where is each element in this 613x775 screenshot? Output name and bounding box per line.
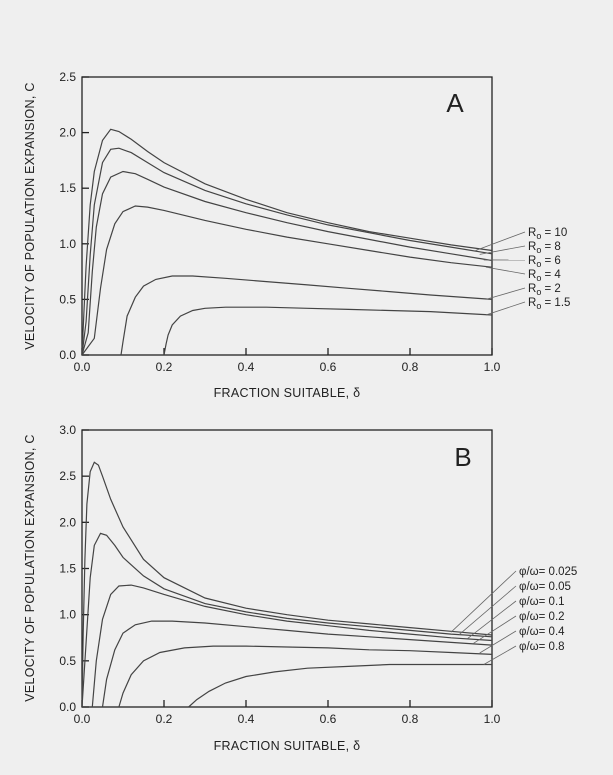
panel-a-x-ticks: 0.0 0.2 0.4 0.6 0.8 1.0 [74, 348, 501, 374]
panel-b-legend-leader-2 [458, 585, 517, 635]
panel-b-series-1-line [81, 461, 493, 708]
panel-a-y-tick-label: 2.5 [59, 70, 76, 84]
panel-b-y-tick-label: 2.0 [59, 515, 76, 529]
panel-a-label: A [446, 88, 464, 118]
panel-b-legend-label-1: φ/ω= 0.025 [519, 566, 577, 578]
panel-a-series-3-line [81, 170, 493, 356]
panel-a-y-tick-label: 0.0 [59, 348, 76, 362]
panel-a-y-tick-label: 2.0 [59, 126, 76, 140]
panel-b-series-3-line [91, 584, 493, 708]
panel-b-y-tick-label: 2.5 [59, 469, 76, 483]
panel-a-legend-leader-1 [475, 231, 526, 251]
panel-a-y-tick-label: 1.0 [59, 237, 76, 251]
panel-a-x-tick-label: 0.4 [238, 360, 255, 374]
panel-a-x-tick-label: 0.6 [320, 360, 337, 374]
panel-a-series-6-line [163, 306, 493, 356]
panel-a-legend-leader-4 [485, 266, 526, 275]
panel-b-y-tick-label: 1.5 [59, 562, 76, 576]
panel-a-y-tick-label: 0.5 [59, 292, 76, 306]
panel-b-y-ticks: 0.0 0.5 1.0 1.5 2.0 2.5 3.0 [59, 423, 89, 714]
panel-a-legend-leader-6 [485, 301, 526, 316]
panel-a-y-tick-label: 1.5 [59, 181, 76, 195]
panel-a: 0.0 0.5 1.0 1.5 2.0 2.5 0.0 0.2 0.4 0.6 0.8 1.0 Ro… [23, 70, 570, 400]
panel-b: 0.0 0.5 1.0 1.5 2.0 2.5 3.0 0.0 0.2 0.4 0.6 0.8 1.0… [23, 423, 577, 753]
panel-b-x-tick-label: 0.0 [74, 712, 91, 726]
panel-a-curves [81, 128, 493, 356]
panel-a-legend-label-5: Ro = 2 [528, 283, 561, 297]
panel-a-legend-leader-2 [479, 245, 526, 255]
panel-b-curves [81, 461, 493, 708]
panel-b-x-tick-label: 0.4 [238, 712, 255, 726]
panel-b-legend-leader-6 [483, 645, 517, 665]
panel-a-x-axis-label: FRACTION SUITABLE, δ [214, 386, 361, 400]
panel-b-y-tick-label: 1.0 [59, 608, 76, 622]
panel-b-y-axis-label: VELOCITY OF POPULATION EXPANSION, C [23, 434, 37, 702]
panel-b-legend-label-4: φ/ω= 0.2 [519, 611, 565, 623]
panel-b-label: B [454, 442, 471, 472]
panel-b-series-4-line [101, 620, 493, 708]
panel-b-legend: φ/ω= 0.025 φ/ω= 0.05 φ/ω= 0.1 φ/ω= 0.2 φ/ω= … [450, 566, 577, 665]
panel-a-series-5-line [120, 275, 493, 356]
panel-b-legend-leader-3 [467, 600, 517, 639]
panel-a-x-tick-label: 0.8 [402, 360, 419, 374]
panel-b-y-tick-label: 0.0 [59, 700, 76, 714]
panel-b-legend-label-5: φ/ω= 0.4 [519, 626, 565, 638]
panel-a-frame [81, 76, 493, 356]
panel-a-legend-label-4: Ro = 4 [528, 269, 561, 283]
panel-b-series-5-line [118, 645, 493, 708]
panel-a-x-tick-label: 0.2 [156, 360, 173, 374]
panel-b-legend-label-6: φ/ω= 0.8 [519, 641, 565, 653]
panel-a-legend-label-1: Ro = 10 [528, 227, 567, 241]
panel-b-y-tick-label: 0.5 [59, 654, 76, 668]
panel-b-series-2-line [81, 532, 493, 708]
panel-a-x-tick-label: 0.0 [74, 360, 91, 374]
panel-b-x-tick-label: 0.6 [320, 712, 337, 726]
panel-b-x-tick-label: 0.2 [156, 712, 173, 726]
panel-a-series-4-line [81, 205, 493, 356]
panel-a-legend-label-2: Ro = 8 [528, 241, 561, 255]
panel-b-legend-leader-4 [473, 615, 517, 644]
panel-a-legend-leader-5 [485, 287, 526, 300]
panel-b-x-tick-label: 0.8 [402, 712, 419, 726]
panel-b-legend-label-3: φ/ω= 0.1 [519, 596, 565, 608]
panel-a-y-axis-label: VELOCITY OF POPULATION EXPANSION, C [23, 82, 37, 350]
panel-b-y-tick-label: 3.0 [59, 423, 76, 437]
panel-a-series-2-line [81, 147, 493, 356]
panel-a-legend-label-3: Ro = 6 [528, 255, 561, 269]
panel-b-x-ticks: 0.0 0.2 0.4 0.6 0.8 1.0 [74, 700, 501, 726]
panel-a-y-ticks: 0.0 0.5 1.0 1.5 2.0 2.5 [59, 70, 89, 362]
panel-b-legend-leader-5 [479, 630, 517, 654]
panel-b-x-axis-label: FRACTION SUITABLE, δ [214, 739, 361, 753]
panel-a-legend-label-6: Ro = 1.5 [528, 297, 570, 311]
panel-b-x-tick-label: 1.0 [484, 712, 501, 726]
panel-b-legend-label-2: φ/ω= 0.05 [519, 581, 571, 593]
panel-a-x-tick-label: 1.0 [484, 360, 501, 374]
panel-b-legend-leader-1 [450, 570, 517, 633]
panel-a-series-1-line [81, 128, 493, 356]
panel-b-series-6-line [188, 663, 492, 708]
